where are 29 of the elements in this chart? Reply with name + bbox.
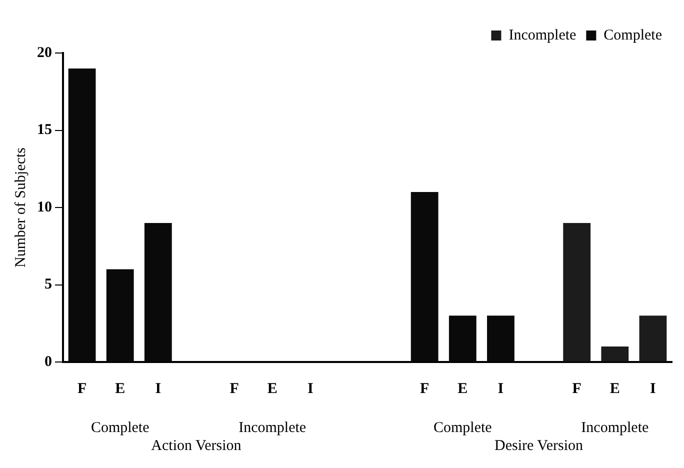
x-tick-label: I	[155, 380, 162, 397]
x-tick-label: E	[115, 380, 126, 397]
text: Complete	[433, 420, 492, 436]
legend-label: Complete	[604, 27, 662, 44]
text: Incomplete	[581, 420, 649, 436]
x-tick-label: F	[420, 380, 430, 397]
x-tick-label: F	[572, 380, 582, 397]
x-tick-label: I	[650, 380, 656, 397]
x-tick-label: E	[267, 380, 278, 397]
y-tick-label: 5	[44, 276, 52, 293]
y-tick-label: 0	[44, 354, 52, 370]
legend-label: Incomplete	[508, 27, 577, 44]
y-tick-label: 10	[37, 199, 52, 216]
y-tick-label: 15	[37, 122, 52, 138]
x-tick-label: F	[230, 380, 239, 397]
x-tick-label: I	[307, 380, 314, 397]
bar	[601, 346, 629, 362]
text: Desire Version	[494, 438, 584, 454]
x-tick-label: E	[458, 380, 468, 397]
y-tick-label: 20	[37, 44, 52, 61]
y-axis-title: Number of Subjects	[12, 147, 29, 268]
text: Complete	[90, 420, 150, 436]
text: Action Version	[151, 438, 242, 454]
x-tick-label: E	[610, 380, 620, 397]
x-tick-label: I	[498, 380, 504, 397]
x-tick-label: F	[77, 380, 87, 397]
text: Incomplete	[238, 420, 306, 436]
bar	[563, 222, 591, 362]
bar	[639, 316, 667, 362]
